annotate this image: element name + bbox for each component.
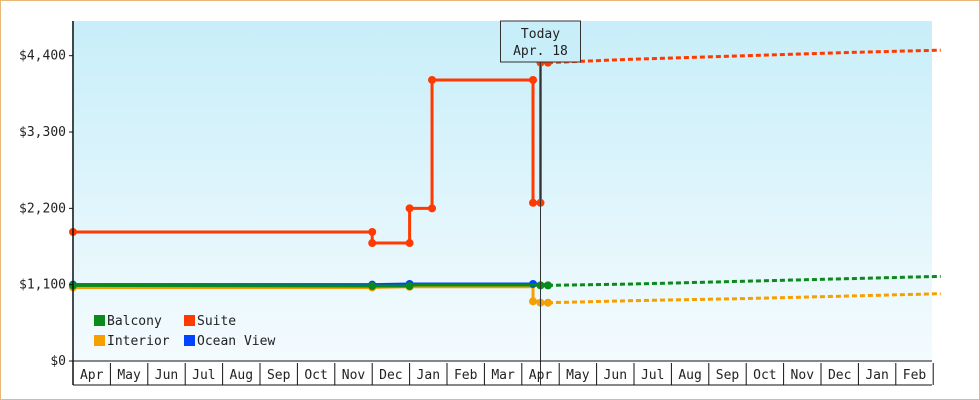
- legend-label: Ocean View: [197, 334, 275, 349]
- legend-label: Suite: [197, 314, 236, 329]
- x-tick-label: Apr: [529, 368, 553, 383]
- x-tick-label: Jan: [417, 368, 440, 383]
- legend-label: Interior: [107, 334, 170, 349]
- legend: Balcony Suite Interior Ocean View: [94, 314, 275, 349]
- x-tick-label: Aug: [230, 368, 253, 383]
- x-tick-label: Feb: [454, 368, 478, 383]
- series-line-balcony: [72, 283, 548, 288]
- x-tick-label: Aug: [678, 368, 701, 383]
- x-tick-label: Jan: [865, 368, 888, 383]
- data-point: [428, 204, 437, 213]
- x-tick-label: Apr: [80, 368, 104, 383]
- x-tick-label: Sep: [267, 368, 291, 383]
- x-tick-label: May: [566, 368, 590, 383]
- today-marker: Today Apr. 18: [500, 20, 581, 385]
- axes: $0 $1,100 $2,200 $3,300 $4,400 Apr May Jun Jul Au…: [19, 21, 934, 386]
- data-point: [405, 239, 414, 248]
- x-tick-label: Nov: [791, 368, 815, 383]
- y-tick-label: $4,400: [19, 49, 66, 64]
- x-tick-label: Dec: [828, 368, 851, 383]
- x-tick-label: Mar: [491, 368, 515, 383]
- today-date: Apr. 18: [513, 44, 568, 59]
- y-tick-label: $3,300: [19, 125, 66, 140]
- today-box: [500, 20, 581, 63]
- forecast-line-interior: [547, 292, 941, 305]
- data-point: [529, 75, 538, 84]
- x-tick-label: Nov: [342, 368, 366, 383]
- x-tick-label: Oct: [753, 368, 776, 383]
- data-point: [529, 297, 538, 306]
- data-point: [529, 198, 538, 207]
- data-point: [543, 298, 552, 307]
- forecast-line-suite: [547, 48, 941, 65]
- data-point: [368, 282, 377, 291]
- legend-swatch: [94, 335, 105, 346]
- x-tick-label: Jun: [604, 368, 627, 383]
- legend-swatch: [184, 315, 195, 326]
- data-point: [368, 227, 377, 236]
- series-layer: [69, 48, 941, 307]
- data-point: [368, 239, 377, 248]
- x-tick-label: Sep: [716, 368, 740, 383]
- x-tick-label: Feb: [903, 368, 927, 383]
- plot-background: [72, 21, 932, 361]
- y-tick-label: $0: [50, 354, 66, 369]
- x-tick-label: Dec: [379, 368, 402, 383]
- today-label: Today: [521, 27, 560, 42]
- legend-swatch: [94, 315, 105, 326]
- x-tick-label: Jul: [641, 368, 664, 383]
- data-point: [428, 75, 437, 84]
- data-point: [405, 282, 414, 291]
- x-tick-label: Jul: [192, 368, 215, 383]
- y-tick-label: $1,100: [19, 278, 66, 293]
- forecast-line-balcony: [547, 274, 941, 287]
- x-tick-label: Oct: [304, 368, 327, 383]
- x-tick-label: Jun: [155, 368, 178, 383]
- y-tick-label: $2,200: [19, 201, 66, 216]
- data-point: [543, 281, 552, 290]
- x-tick-label: May: [117, 368, 141, 383]
- legend-label: Balcony: [107, 314, 162, 329]
- legend-swatch: [184, 335, 195, 346]
- data-point: [405, 204, 414, 213]
